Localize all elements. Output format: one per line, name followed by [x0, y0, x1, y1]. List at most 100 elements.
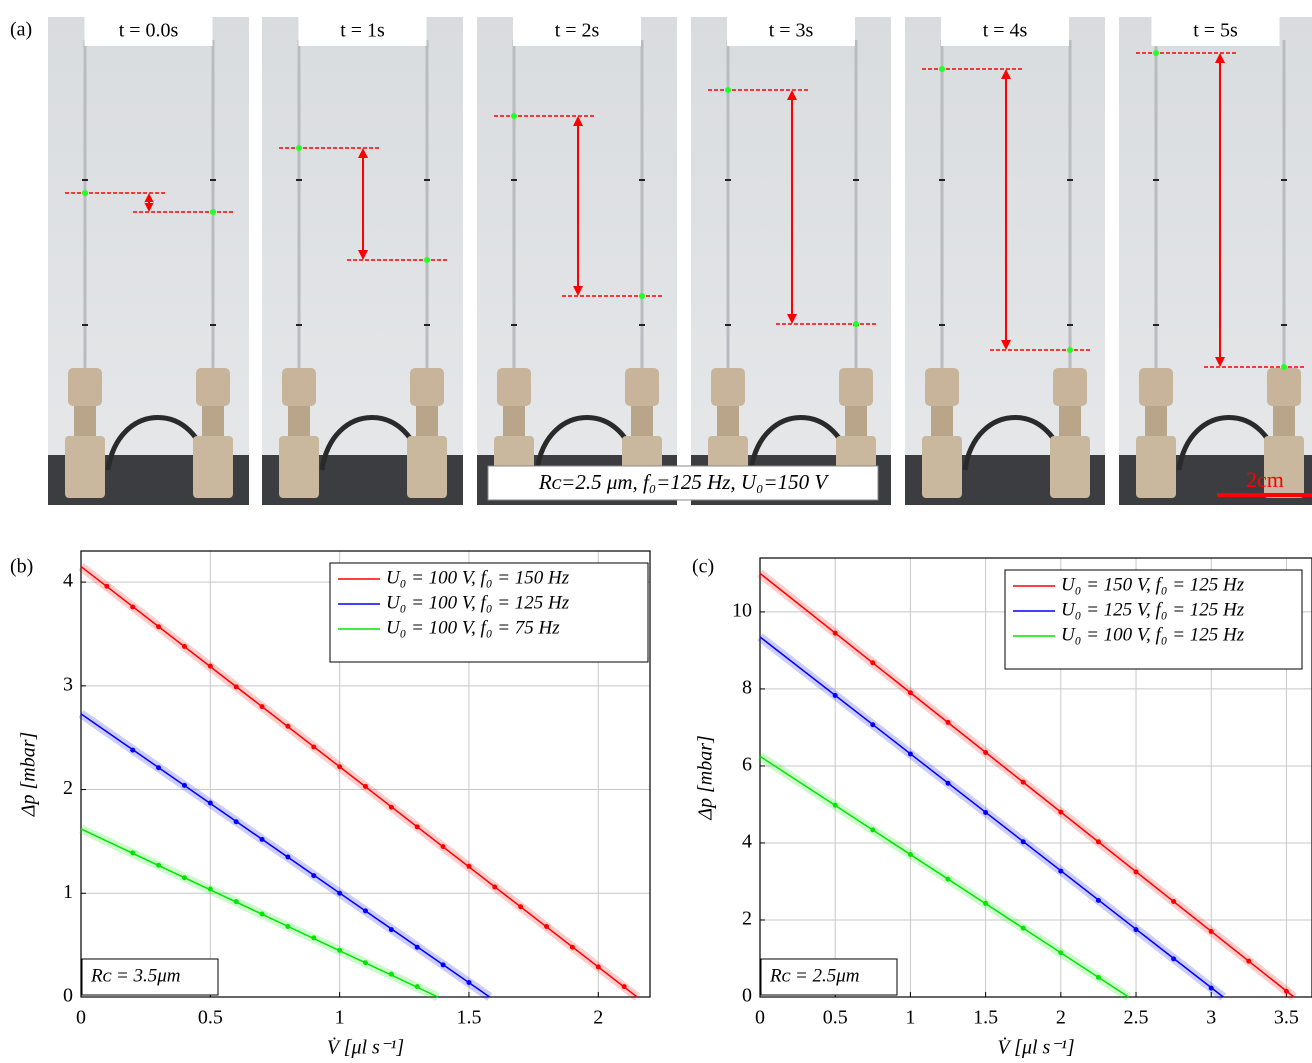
point	[1058, 950, 1064, 956]
x-tick-label: 1	[905, 1007, 915, 1029]
point	[285, 854, 291, 860]
y-tick-label: 1	[63, 881, 73, 903]
point	[1208, 985, 1214, 991]
y-tick-label: 4	[742, 831, 752, 853]
point	[518, 904, 524, 910]
x-tick-label: 0.5	[823, 1007, 848, 1029]
fitting-top	[410, 368, 444, 406]
point	[311, 935, 317, 941]
point	[259, 836, 265, 842]
point	[870, 660, 876, 666]
y-tick-label: 8	[742, 677, 752, 699]
photo-content: t = 3s	[691, 17, 891, 505]
point	[832, 802, 838, 808]
point	[1133, 927, 1139, 933]
level-dot	[296, 145, 302, 151]
legend-label: U₀ = 100 V, f₀ = 125 Hz	[386, 592, 570, 613]
y-tick-label: 4	[63, 570, 73, 592]
point	[907, 852, 913, 858]
point	[156, 862, 162, 868]
panel-label: (b)	[10, 556, 33, 578]
point	[259, 704, 265, 710]
point	[233, 684, 239, 690]
caption: Rᴄ=2.5 μm, f₀=125 Hz, U₀=150 V	[538, 470, 829, 494]
point	[337, 947, 343, 953]
level-dot	[725, 87, 731, 93]
fitting-base	[1050, 436, 1090, 498]
point	[1246, 958, 1252, 964]
legend-label: U₀ = 100 V, f₀ = 150 Hz	[386, 567, 570, 588]
point	[621, 984, 627, 990]
point	[544, 923, 550, 929]
point	[414, 984, 420, 990]
annotation-box	[81, 958, 219, 996]
point	[156, 624, 162, 630]
fit-line	[759, 636, 1224, 998]
photo: t = 5s	[1119, 17, 1312, 505]
point	[983, 900, 989, 906]
photo-content: t = 2s	[477, 17, 677, 505]
point	[1171, 898, 1177, 904]
fitting-thread	[416, 406, 438, 436]
fitting-top	[196, 368, 230, 406]
fitting-thread	[1145, 406, 1167, 436]
photo-content: t = 5s	[1119, 17, 1312, 505]
x-tick-label: 3	[1206, 1007, 1216, 1029]
point	[870, 827, 876, 833]
time-box	[298, 17, 427, 46]
photo-content: t = 1s	[262, 17, 463, 505]
time-label: t = 2s	[555, 20, 600, 42]
plot-frame	[80, 550, 651, 998]
fitting-top	[711, 368, 745, 406]
level-dot	[511, 113, 517, 119]
legend-box	[329, 562, 649, 663]
photo: t = 0.0s	[48, 17, 249, 505]
fitting-base	[193, 436, 233, 498]
y-tick-label: 6	[742, 754, 752, 776]
y-tick-label: 10	[732, 600, 752, 622]
point	[1020, 925, 1026, 931]
point	[181, 782, 187, 788]
x-tick-label: 1.5	[456, 1007, 481, 1029]
photo-content: t = 0.0s	[48, 17, 249, 505]
x-tick-label: 2	[593, 1007, 603, 1029]
photo-content: t = 4s	[905, 17, 1105, 505]
point	[337, 764, 343, 770]
photo: t = 4s	[905, 17, 1105, 505]
level-dot	[939, 66, 945, 72]
point	[130, 604, 136, 610]
point	[1058, 809, 1064, 815]
point	[363, 960, 368, 966]
point	[363, 783, 368, 789]
fitting-thread	[931, 406, 953, 436]
fitting-base	[922, 436, 962, 498]
point	[1171, 956, 1177, 962]
caption-box	[487, 465, 879, 501]
x-axis-label: V̇ [μl s⁻¹]	[997, 1036, 1074, 1059]
fitting-thread	[74, 406, 96, 436]
point	[311, 744, 317, 750]
point	[285, 923, 291, 929]
x-tick-label: 1.5	[973, 1007, 998, 1029]
fit-line	[759, 572, 1295, 998]
fitting-top	[497, 368, 531, 406]
fitting-thread	[845, 406, 867, 436]
scale-bar-label: 2cm	[1246, 467, 1284, 492]
legend-label: U₀ = 100 V, f₀ = 125 Hz	[1061, 624, 1245, 645]
point	[130, 747, 136, 753]
fitting-thread	[717, 406, 739, 436]
point	[1208, 929, 1214, 935]
time-label: t = 5s	[1193, 20, 1238, 42]
fit-line	[80, 828, 439, 998]
panel-label: (c)	[692, 556, 714, 578]
point	[945, 780, 951, 786]
x-tick-label: 2	[1056, 1007, 1066, 1029]
point	[945, 876, 951, 882]
time-box	[727, 17, 855, 46]
point	[907, 751, 913, 757]
annotation: Rᴄ = 3.5μm	[90, 965, 181, 986]
photo: t = 2s	[477, 17, 677, 505]
time-label: t = 4s	[983, 20, 1028, 42]
point	[1058, 868, 1064, 874]
fit-line	[759, 755, 1129, 998]
